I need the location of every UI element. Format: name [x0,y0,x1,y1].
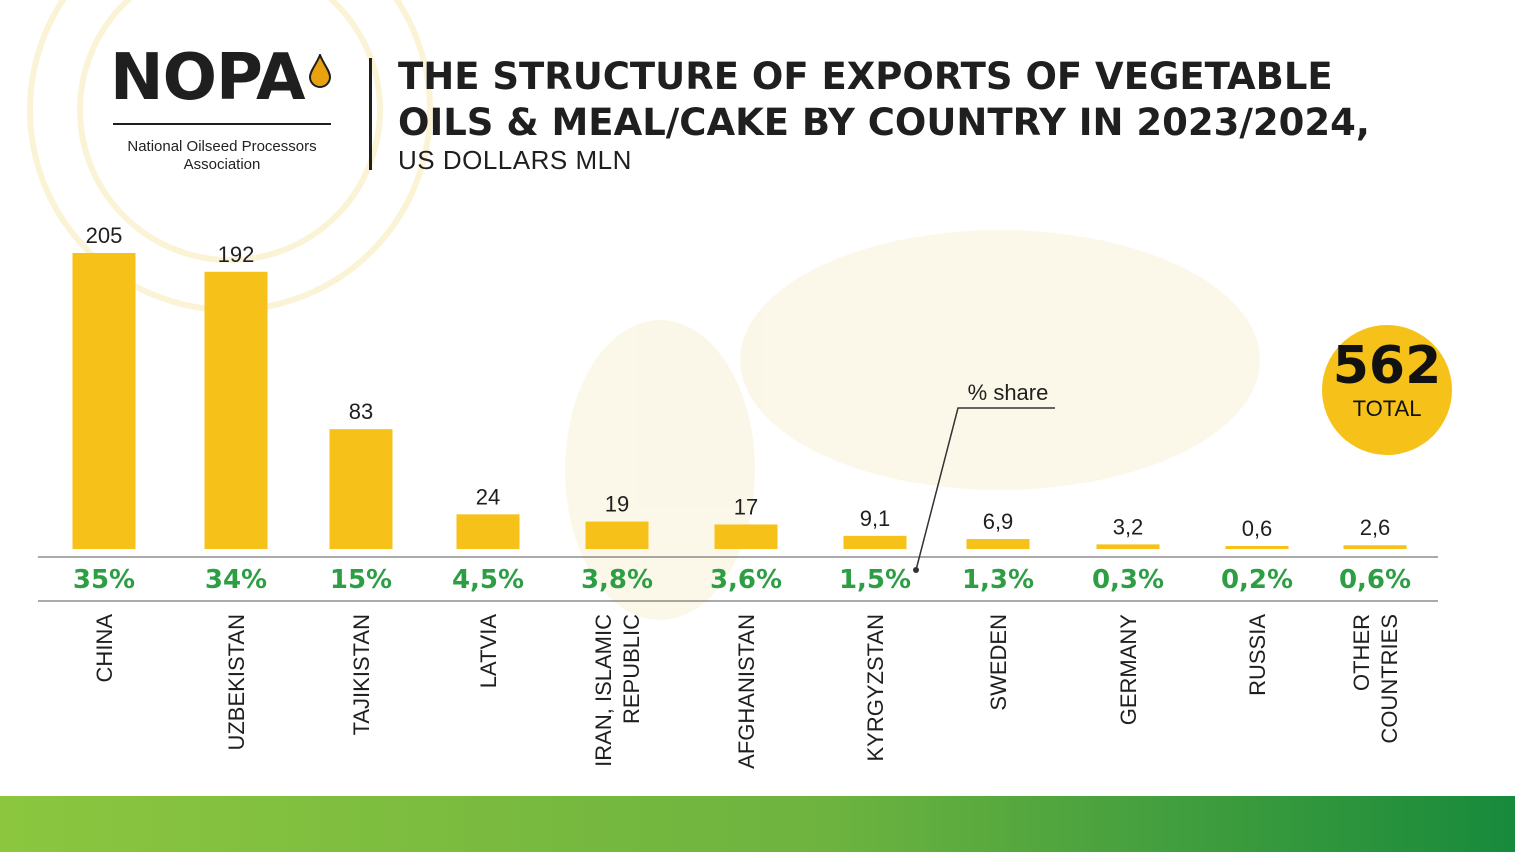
share-label: 1,3% [962,565,1034,595]
logo-rule [113,123,331,125]
category-label: RUSSIA [1245,614,1270,696]
category-label: TAJIKISTAN [349,614,374,735]
category-label: KYRGYZSTAN [863,614,888,762]
share-label: 3,6% [710,565,782,595]
bar-value-label: 192 [218,242,255,267]
bar [585,521,649,549]
share-label: 3,8% [581,565,653,595]
header: NOPA National Oilseed Processors Associa… [0,0,1515,200]
share-label: 4,5% [452,565,524,595]
page-title: THE STRUCTURE OF EXPORTS OF VEGETABLE OI… [398,54,1448,146]
bar [456,514,520,549]
category-label: IRAN, ISLAMIC [591,614,616,767]
title-divider [369,58,372,170]
category-label: SWEDEN [986,614,1011,711]
share-annotation-leader [915,407,1055,571]
category-label: GERMANY [1116,614,1141,726]
category-label: REPUBLIC [619,614,644,724]
bar [72,253,136,549]
total-badge: 562 TOTAL [1322,325,1452,455]
bar-value-label: 83 [349,399,373,424]
share-label: 1,5% [839,565,911,595]
share-label: 15% [330,565,392,595]
share-label: 35% [73,565,135,595]
bar-value-label: 205 [86,223,123,248]
oil-drop-icon [308,54,332,88]
share-label: 34% [205,565,267,595]
category-label: AFGHANISTAN [734,614,759,769]
bar-value-label: 19 [605,492,629,517]
logo-subtitle: National Oilseed Processors Association [106,138,338,174]
bar [1225,546,1289,549]
bar [966,539,1030,549]
logo-subtitle-line-1: National Oilseed Processors [127,138,317,155]
category-label: LATVIA [476,614,501,689]
bar-value-label: 17 [734,494,758,519]
total-label: TOTAL [1352,396,1422,421]
title-line-2: OILS & MEAL/CAKE BY COUNTRY IN 2023/2024… [398,101,1370,144]
bar-value-label: 24 [476,484,500,509]
bar-value-label: 2,6 [1360,515,1391,540]
share-label: 0,6% [1339,565,1411,595]
bar [714,524,778,549]
chart-subtitle: US DOLLARS MLN [398,145,632,175]
share-annotation-label: % share [968,380,1049,405]
bar-value-label: 0,6 [1242,516,1273,541]
share-label: 0,2% [1221,565,1293,595]
total-value: 562 [1332,336,1442,396]
bar [1096,544,1160,549]
bar-value-label: 9,1 [860,506,891,531]
share-annotation-dot [913,567,919,573]
footer-band [0,796,1515,852]
bar [329,429,393,549]
logo-wordmark: NOPA [110,41,306,115]
title-line-1: THE STRUCTURE OF EXPORTS OF VEGETABLE [398,55,1333,98]
share-label: 0,3% [1092,565,1164,595]
bar [1343,545,1407,549]
category-label: COUNTRIES [1377,614,1402,744]
bar [843,535,907,549]
bar-value-label: 6,9 [983,509,1014,534]
bar [204,271,268,549]
logo-subtitle-line-2: Association [183,156,261,173]
category-label: CHINA [92,614,117,683]
category-label: OTHER [1349,614,1374,691]
category-label: UZBEKISTAN [224,614,249,751]
bar-value-label: 3,2 [1113,514,1144,539]
